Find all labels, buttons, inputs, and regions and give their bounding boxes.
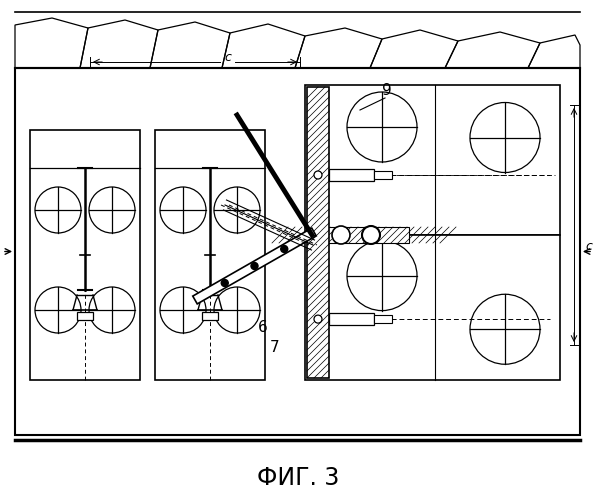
Bar	[155, 130, 265, 380]
Bar	[305, 85, 560, 235]
Circle shape	[332, 226, 350, 244]
Bar	[77, 312, 93, 320]
Circle shape	[221, 280, 228, 286]
Bar	[15, 12, 580, 68]
Text: с: с	[225, 51, 231, 64]
Circle shape	[314, 315, 322, 323]
Bar	[374, 315, 392, 323]
Bar	[305, 235, 560, 380]
Circle shape	[362, 226, 380, 244]
Bar	[15, 68, 580, 435]
Circle shape	[251, 262, 258, 270]
Polygon shape	[193, 228, 316, 304]
Text: с: с	[585, 240, 592, 253]
Bar	[202, 312, 218, 320]
Bar	[374, 171, 392, 179]
Text: ФИГ. 3: ФИГ. 3	[257, 466, 339, 490]
Text: 6: 6	[258, 320, 268, 335]
Bar	[329, 169, 374, 181]
Bar	[329, 313, 374, 325]
Bar	[307, 87, 329, 378]
Text: 9: 9	[382, 83, 392, 98]
Bar	[30, 130, 140, 380]
Bar	[307, 227, 409, 243]
Circle shape	[281, 246, 288, 252]
Text: 7: 7	[270, 340, 280, 355]
Circle shape	[314, 171, 322, 179]
